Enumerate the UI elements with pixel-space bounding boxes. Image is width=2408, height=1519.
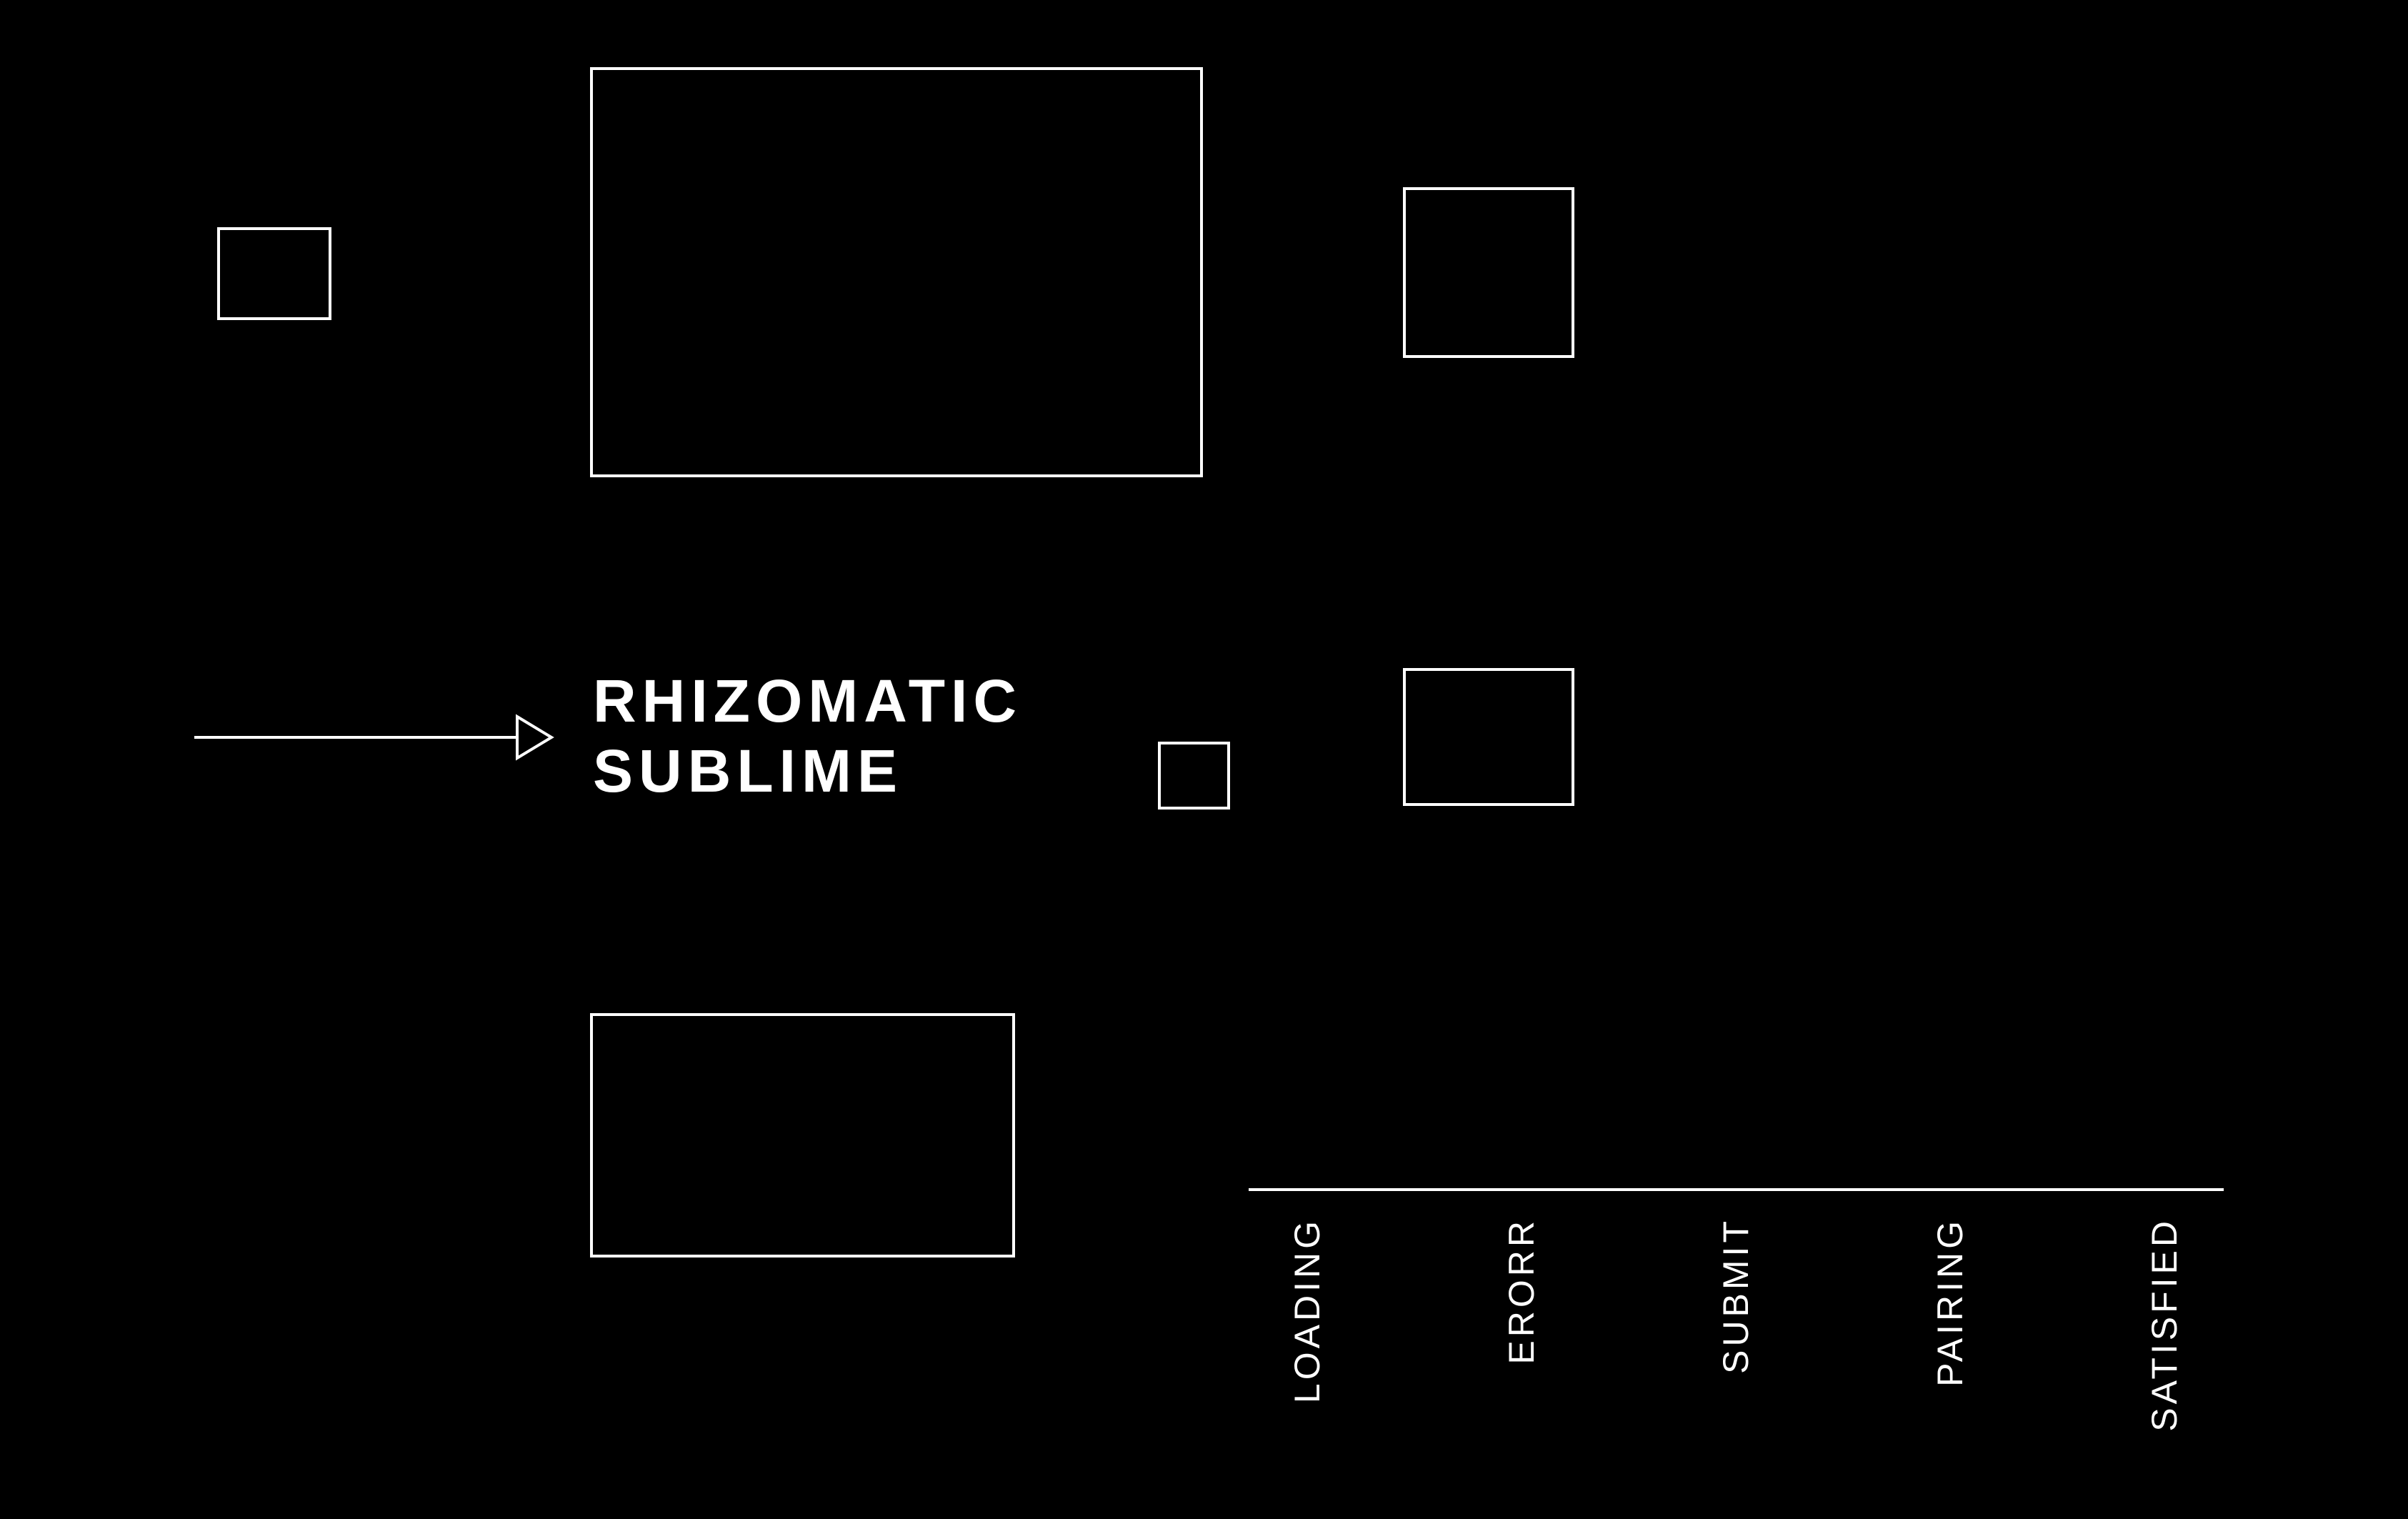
- title-line-1: RHIZOMATIC: [593, 667, 1022, 734]
- frame-bottom-left: [590, 1013, 1015, 1257]
- state-label-satisfied: SATISFIED: [2144, 1217, 2184, 1432]
- large-frame-top: [590, 67, 1203, 477]
- state-label-submit: SUBMIT: [1716, 1217, 1756, 1374]
- state-labels: LOADING ERORR SUBMIT PAIRING SATISFIED: [1287, 1217, 2184, 1432]
- arrow-head: [516, 714, 554, 761]
- arrow-right-icon: [194, 714, 554, 761]
- square-frame-top-right: [1403, 187, 1574, 358]
- frame-middle-right: [1403, 668, 1574, 806]
- tiny-frame-middle: [1158, 742, 1230, 810]
- state-label-erorr: ERORR: [1502, 1217, 1542, 1365]
- title-line-2: SUBLIME: [593, 737, 903, 805]
- state-label-pairing: PAIRING: [1930, 1217, 1970, 1387]
- small-frame-top-left: [217, 227, 331, 320]
- state-label-loading: LOADING: [1287, 1217, 1327, 1403]
